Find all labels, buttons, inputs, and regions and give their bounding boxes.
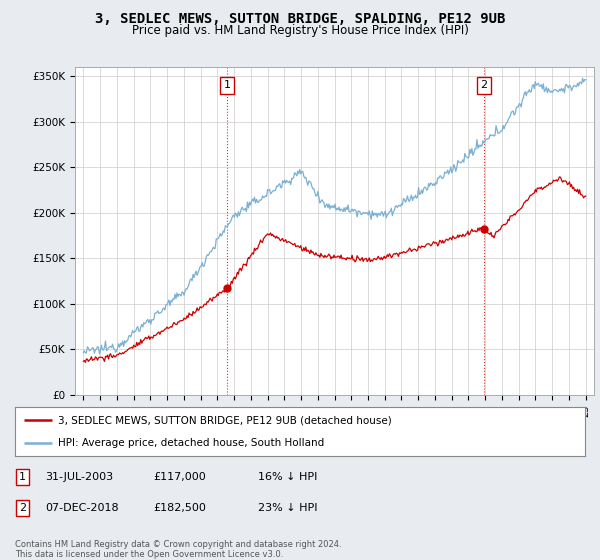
Text: Price paid vs. HM Land Registry's House Price Index (HPI): Price paid vs. HM Land Registry's House … xyxy=(131,24,469,36)
Text: £117,000: £117,000 xyxy=(153,472,206,482)
Text: 2: 2 xyxy=(480,81,487,90)
Text: 2: 2 xyxy=(19,503,26,513)
Text: 3, SEDLEC MEWS, SUTTON BRIDGE, PE12 9UB (detached house): 3, SEDLEC MEWS, SUTTON BRIDGE, PE12 9UB … xyxy=(58,416,392,426)
Text: 1: 1 xyxy=(224,81,230,90)
Text: HPI: Average price, detached house, South Holland: HPI: Average price, detached house, Sout… xyxy=(58,438,324,448)
Text: £182,500: £182,500 xyxy=(153,503,206,513)
Text: Contains HM Land Registry data © Crown copyright and database right 2024.
This d: Contains HM Land Registry data © Crown c… xyxy=(15,540,341,559)
Text: 07-DEC-2018: 07-DEC-2018 xyxy=(45,503,119,513)
Text: 1: 1 xyxy=(19,472,26,482)
Text: 3, SEDLEC MEWS, SUTTON BRIDGE, SPALDING, PE12 9UB: 3, SEDLEC MEWS, SUTTON BRIDGE, SPALDING,… xyxy=(95,12,505,26)
Text: 23% ↓ HPI: 23% ↓ HPI xyxy=(258,503,317,513)
Text: 16% ↓ HPI: 16% ↓ HPI xyxy=(258,472,317,482)
Text: 31-JUL-2003: 31-JUL-2003 xyxy=(45,472,113,482)
